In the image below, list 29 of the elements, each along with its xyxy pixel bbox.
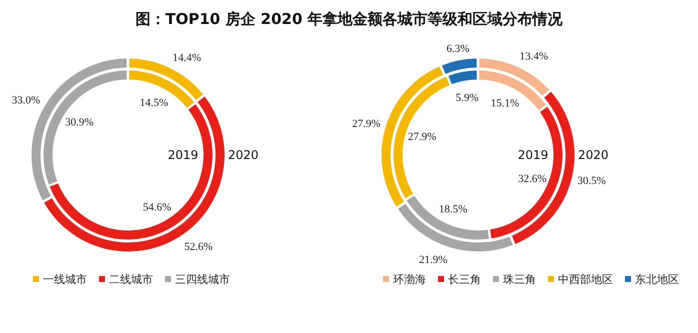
slice-label: 2020 [228, 148, 259, 162]
data-label: 27.9% [408, 131, 436, 144]
data-label: 27.9% [352, 118, 381, 130]
data-label: 18.5% [438, 203, 468, 216]
data-label: 32.6% [518, 173, 547, 186]
legend-label: 东北地区 [635, 273, 679, 286]
text: 图：TOP10 房企 2020 年拿地金额各城市等级和区域分布情况 [135, 10, 564, 28]
data-label: 52.6% [184, 240, 213, 253]
data-label: 5.9% [456, 92, 479, 104]
data-label: 14.4% [172, 52, 202, 64]
data-label: 30.5% [577, 174, 606, 187]
data-label: 21.9% [418, 254, 448, 266]
legend-label: 环渤海 [393, 273, 426, 286]
data-label: 30.9% [65, 116, 94, 129]
legend-label: 珠三角 [503, 273, 536, 286]
legend-label: 二线城市 [109, 273, 153, 286]
slice-label: 2020 [578, 148, 609, 162]
data-label: 54.6% [142, 201, 172, 214]
legend-label: 三四线城市 [175, 273, 230, 286]
legend-label: 中西部地区 [558, 273, 613, 286]
data-label: 15.1% [490, 98, 520, 110]
data-label: 33.0% [12, 94, 40, 107]
slice-label: 2019 [518, 148, 548, 162]
slice-label: 2019 [168, 148, 198, 162]
legend-label: 一线城市 [43, 273, 87, 286]
data-label: 13.4% [520, 50, 548, 63]
data-label: 14.5% [140, 97, 168, 110]
data-label: 6.3% [446, 43, 470, 56]
legend-label: 长三角 [448, 273, 481, 286]
